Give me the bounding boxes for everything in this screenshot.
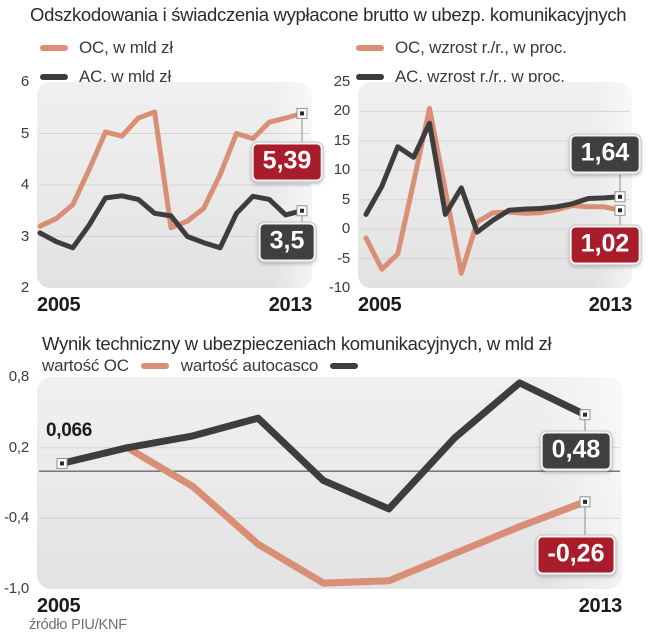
- y-tick-label: 25: [333, 73, 350, 90]
- technical-result-plot-area: [37, 377, 622, 589]
- y-tick-label: 20: [333, 102, 350, 120]
- y-tick-label: -0,4: [3, 509, 29, 527]
- y-tick-label: 2: [20, 279, 29, 296]
- legend-claims-mld: OC, w mld zł AC, w mld zł: [40, 38, 173, 87]
- legend-label-oc-result: wartość OC: [42, 356, 129, 375]
- legend-item-ac-growth: AC, wzrost r./r., w proc.: [356, 67, 567, 87]
- oc-line-swatch-icon: [40, 45, 68, 51]
- oc-line-swatch-icon: [356, 45, 384, 51]
- legend-label-oc-mld: OC, w mld zł: [79, 38, 173, 57]
- value-badge: 0,48: [540, 431, 612, 471]
- x-axis-start-label: 2005: [37, 595, 81, 617]
- ac-line-swatch-icon: [40, 74, 68, 80]
- top-section-title: Odszkodowania i świadczenia wypłacone br…: [30, 4, 627, 25]
- y-tick-label: 0,8: [8, 368, 29, 385]
- legend-label-ac-growth: AC, wzrost r./r., w proc.: [395, 67, 565, 86]
- x-axis-start-label: 2005: [358, 294, 402, 316]
- value-badge: 3,5: [258, 222, 316, 262]
- y-tick-label: 15: [333, 131, 350, 149]
- y-tick-label: 0: [341, 220, 350, 238]
- x-axis-end-label: 2013: [578, 595, 623, 617]
- legend-label-oc-growth: OC, wzrost r./r., w proc.: [395, 38, 567, 57]
- legend-label-ac-mld: AC, w mld zł: [79, 67, 172, 86]
- legend-claims-growth: OC, wzrost r./r., w proc. AC, wzrost r./…: [356, 38, 567, 87]
- ac-line-swatch-icon: [330, 363, 359, 369]
- legend-item-oc-growth: OC, wzrost r./r., w proc.: [356, 38, 567, 58]
- bottom-section-title: Wynik techniczny w ubezpieczeniach komun…: [42, 333, 552, 354]
- legend-item-ac-mld: AC, w mld zł: [40, 67, 173, 87]
- x-axis-end-label: 2013: [268, 294, 313, 316]
- y-tick-label: 5: [341, 190, 350, 208]
- legend-technical-result: wartość OC wartość autocasco: [42, 356, 359, 376]
- value-badge: 1,64: [569, 134, 641, 174]
- y-tick-label: -1,0: [3, 580, 29, 597]
- y-tick-label: 3: [20, 227, 29, 245]
- oc-line-swatch-icon: [140, 363, 169, 369]
- y-tick-label: 4: [20, 176, 29, 193]
- y-tick-label: -5: [337, 249, 350, 267]
- y-tick-label: 6: [20, 73, 29, 90]
- ac-line-swatch-icon: [356, 74, 384, 80]
- legend-label-ac-result: wartość autocasco: [180, 356, 319, 375]
- x-axis-end-label: 2013: [588, 294, 633, 316]
- y-tick-label: 5: [20, 124, 29, 142]
- value-badge: 5,39: [251, 142, 323, 182]
- source-note: źródło PIU/KNF: [29, 617, 127, 633]
- start-value-annotation: 0,066: [45, 420, 93, 442]
- value-badge: -0,26: [536, 535, 616, 575]
- x-axis-start-label: 2005: [37, 294, 81, 316]
- y-tick-label: -10: [328, 279, 350, 296]
- value-badge: 1,02: [569, 225, 641, 265]
- y-tick-label: 0,2: [8, 438, 29, 456]
- legend-item-oc-mld: OC, w mld zł: [40, 38, 173, 58]
- y-tick-label: 10: [333, 161, 350, 179]
